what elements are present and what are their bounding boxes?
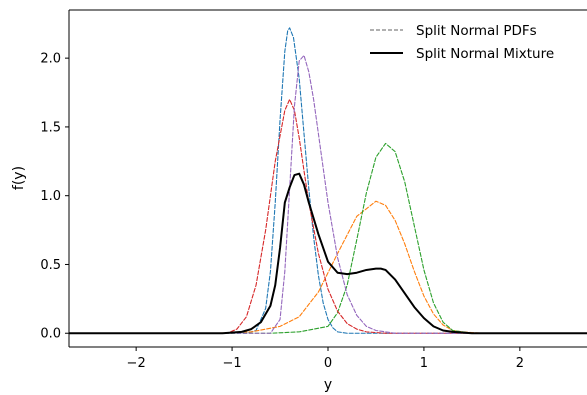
pdf-curve-1 bbox=[69, 27, 587, 334]
y-axis-label: f(y) bbox=[11, 166, 27, 190]
legend-label-mixture: Split Normal Mixture bbox=[416, 46, 554, 62]
y-tick-label: 1.5 bbox=[40, 120, 61, 135]
y-tick-label: 0.0 bbox=[40, 327, 61, 342]
x-tick-label: 0 bbox=[324, 356, 332, 371]
pdf-curve-4 bbox=[69, 98, 587, 334]
x-axis-label: y bbox=[324, 377, 332, 393]
x-tick-label: 2 bbox=[516, 356, 524, 371]
pdf-curve-2 bbox=[69, 200, 587, 334]
legend-label-pdfs: Split Normal PDFs bbox=[416, 23, 537, 39]
mixture-curve bbox=[69, 172, 587, 335]
x-tick-label: −2 bbox=[127, 356, 146, 371]
curves-layer bbox=[69, 27, 587, 335]
y-tick-label: 2.0 bbox=[40, 52, 61, 67]
x-tick-label: 1 bbox=[420, 356, 428, 371]
legend: Split Normal PDFs Split Normal Mixture bbox=[370, 23, 554, 62]
x-tick-label: −1 bbox=[222, 356, 241, 371]
pdf-curve-3 bbox=[69, 142, 587, 334]
y-ticks: 0.0 0.5 1.0 1.5 2.0 bbox=[40, 52, 69, 342]
y-tick-label: 0.5 bbox=[40, 258, 61, 273]
x-ticks: −2 −1 0 1 2 bbox=[127, 347, 524, 371]
pdf-curve-5 bbox=[69, 54, 587, 334]
y-tick-label: 1.0 bbox=[40, 189, 61, 204]
